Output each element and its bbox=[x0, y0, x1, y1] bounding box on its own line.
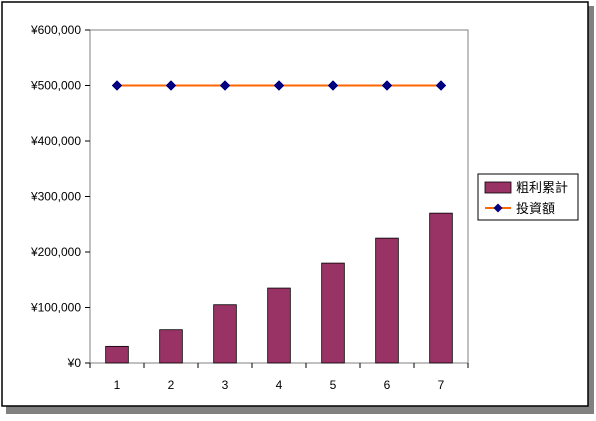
y-tick-label: ¥0 bbox=[67, 356, 82, 370]
bar bbox=[321, 262, 345, 364]
line-point-diamond bbox=[327, 80, 339, 91]
bar bbox=[105, 345, 129, 364]
legend: 粗利累計 投資額 bbox=[477, 173, 579, 221]
bar bbox=[213, 304, 237, 364]
y-axis: ¥0 ¥100,000 ¥200,000 ¥300,000 ¥400,000 ¥500,0… bbox=[30, 23, 90, 370]
bar bbox=[429, 212, 453, 364]
y-tick-label: ¥100,000 bbox=[30, 301, 81, 315]
line-point-diamond bbox=[111, 80, 123, 91]
y-tick-label: ¥600,000 bbox=[30, 23, 81, 37]
legend-label-line: 投資額 bbox=[516, 201, 555, 216]
x-tick-label: 6 bbox=[384, 378, 391, 392]
line-point-diamond bbox=[165, 80, 177, 91]
x-tick-label: 2 bbox=[168, 378, 175, 392]
x-tick-label: 4 bbox=[276, 378, 283, 392]
x-tick-label: 3 bbox=[222, 378, 229, 392]
line-series bbox=[111, 80, 447, 91]
bar bbox=[375, 237, 399, 364]
line-point-diamond bbox=[273, 80, 285, 91]
legend-swatch-bar bbox=[484, 181, 512, 194]
x-axis: 1 2 3 4 5 6 7 bbox=[89, 363, 469, 392]
x-tick-label: 7 bbox=[438, 378, 445, 392]
line-point-diamond bbox=[435, 80, 447, 91]
bar bbox=[267, 287, 291, 364]
y-tick-label: ¥200,000 bbox=[30, 245, 81, 259]
bar bbox=[159, 329, 183, 364]
legend-swatch-diamond-icon bbox=[493, 203, 503, 213]
x-tick-label: 1 bbox=[114, 378, 121, 392]
line-point-diamond bbox=[219, 80, 231, 91]
x-tick-label: 5 bbox=[330, 378, 337, 392]
y-tick-label: ¥300,000 bbox=[30, 190, 81, 204]
y-tick-label: ¥500,000 bbox=[30, 79, 81, 93]
y-tick-label: ¥400,000 bbox=[30, 134, 81, 148]
bar-series bbox=[105, 212, 453, 364]
legend-label-bar: 粗利累計 bbox=[516, 180, 568, 195]
line-point-diamond bbox=[381, 80, 393, 91]
